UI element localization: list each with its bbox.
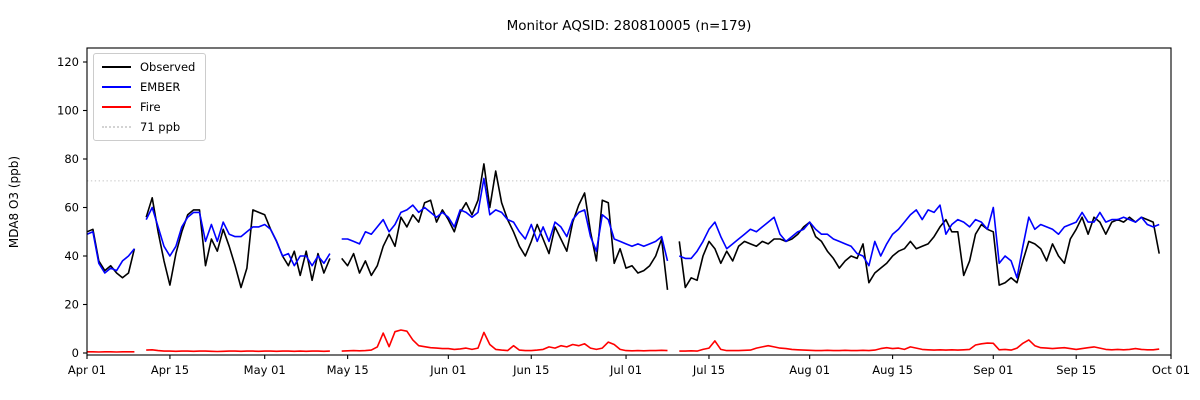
x-tick-label: Jun 01 [429, 363, 466, 377]
x-tick-label: Oct 01 [1152, 363, 1190, 377]
y-tick-label: 60 [64, 201, 79, 215]
y-tick-label: 20 [64, 298, 79, 312]
legend: Observed EMBER Fire 71 ppb [93, 53, 207, 141]
legend-entry-fire: Fire [102, 100, 195, 114]
legend-entry-observed: Observed [102, 60, 195, 74]
x-tick-label: Jul 15 [692, 363, 725, 377]
legend-label: 71 ppb [140, 120, 181, 134]
x-tick-label: May 01 [244, 363, 286, 377]
x-tick-label: May 15 [327, 363, 369, 377]
y-tick-label: 80 [64, 152, 79, 166]
plot-frame [86, 47, 1172, 356]
legend-entry-threshold: 71 ppb [102, 120, 195, 134]
y-tick-label: 100 [57, 104, 79, 118]
y-tick-label: 120 [57, 55, 79, 69]
fire-line-swatch [102, 106, 131, 108]
x-tick-label: Sep 15 [1056, 363, 1096, 377]
legend-label: Observed [140, 60, 196, 74]
ember-line-swatch [102, 86, 131, 88]
x-tick-label: Aug 15 [872, 363, 913, 377]
x-tick-label: Apr 01 [68, 363, 106, 377]
x-tick-label: Jun 15 [512, 363, 549, 377]
y-tick-label: 0 [72, 346, 79, 360]
x-tick-label: Apr 15 [151, 363, 189, 377]
y-tick-label: 40 [64, 249, 79, 263]
threshold-line-swatch [102, 126, 131, 128]
observed-line-swatch [102, 66, 131, 68]
series-line-observed [86, 163, 1160, 290]
legend-label: EMBER [140, 80, 181, 94]
series-line-fire [87, 329, 1160, 353]
x-tick-label: Jul 01 [609, 363, 642, 377]
chart-title: Monitor AQSID: 280810005 (n=179) [506, 18, 752, 34]
series-line-ember [86, 177, 1160, 279]
legend-entry-ember: EMBER [102, 80, 195, 94]
x-tick-label: Sep 01 [973, 363, 1013, 377]
legend-label: Fire [140, 100, 161, 114]
x-tick-label: Aug 01 [789, 363, 830, 377]
